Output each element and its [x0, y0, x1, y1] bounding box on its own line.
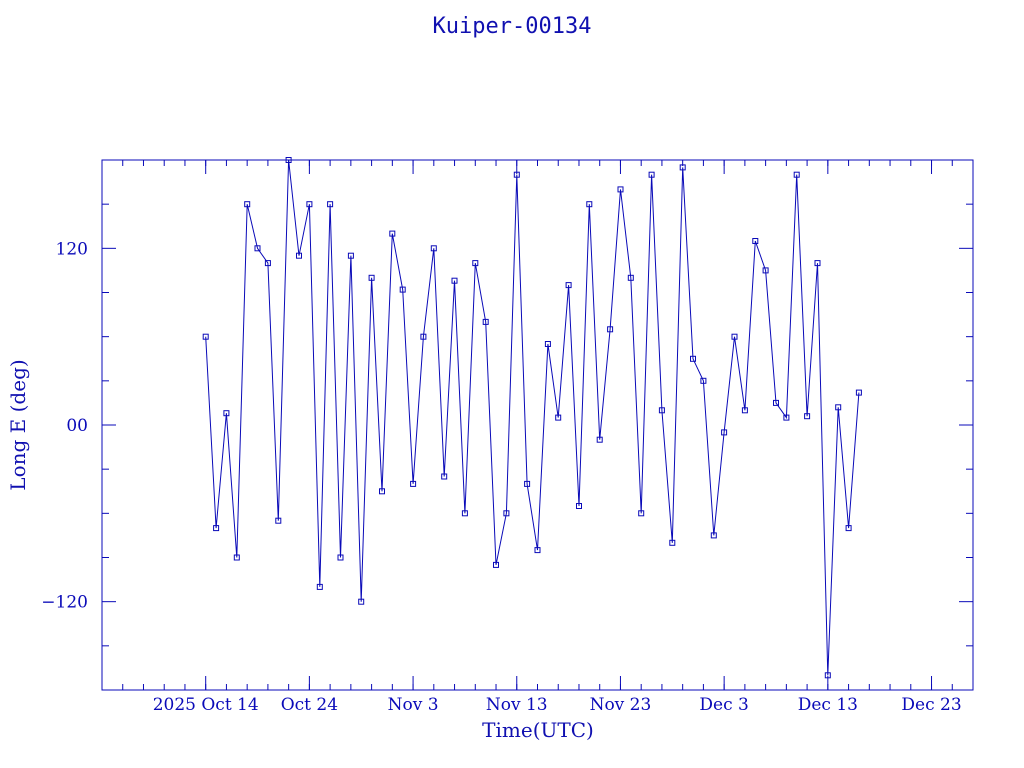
data-point: [607, 326, 614, 333]
data-point: [741, 407, 748, 414]
data-point: [389, 230, 396, 237]
data-point: [244, 201, 251, 208]
data-point: [420, 333, 427, 340]
data-point: [658, 407, 665, 414]
chart-title: Kuiper-00134: [432, 14, 592, 39]
x-tick-label: Nov 23: [590, 695, 652, 715]
data-point: [275, 517, 282, 524]
x-tick-label: Nov 3: [388, 695, 439, 715]
data-point: [524, 480, 531, 487]
data-point: [472, 260, 479, 267]
data-point: [534, 547, 541, 554]
data-point: [845, 525, 852, 532]
data-point: [835, 404, 842, 411]
data-point: [306, 201, 313, 208]
data-point: [233, 554, 240, 561]
data-point: [213, 525, 220, 532]
data-point: [804, 413, 811, 420]
data-point: [254, 245, 261, 252]
data-point: [586, 201, 593, 208]
data-point: [461, 510, 468, 517]
plot-frame: [101, 159, 974, 691]
data-point: [399, 286, 406, 293]
data-point: [638, 510, 645, 517]
data-point: [503, 510, 510, 517]
x-axis-label: Time(UTC): [482, 718, 594, 742]
data-point: [855, 389, 862, 396]
data-point: [627, 274, 634, 281]
data-point: [679, 164, 686, 171]
data-point: [773, 399, 779, 406]
data-point: [617, 186, 624, 193]
data-point: [762, 267, 769, 274]
data-point: [410, 480, 417, 487]
data-point: [264, 260, 271, 267]
data-point: [731, 333, 738, 340]
data-point: [555, 414, 562, 421]
x-tick-label: Dec 23: [901, 695, 961, 715]
data-point: [223, 410, 230, 417]
data-point: [710, 532, 717, 539]
data-point: [648, 171, 655, 178]
data-point: [752, 238, 759, 244]
data-point: [441, 473, 448, 480]
data-point: [669, 539, 676, 546]
data-point: [327, 201, 334, 208]
data-point: [285, 157, 292, 163]
x-tick-label: Dec 13: [798, 695, 858, 715]
series-line: [205, 160, 860, 676]
data-point: [451, 277, 458, 284]
data-point: [296, 252, 302, 259]
data-point: [814, 260, 821, 267]
x-tick-label: 2025 Oct 14: [153, 695, 259, 715]
y-tick-label: −120: [41, 593, 88, 613]
data-point: [202, 333, 209, 340]
data-point: [482, 318, 489, 325]
data-point: [690, 355, 696, 362]
y-axis-label: Long E (deg): [6, 359, 30, 491]
data-point: [596, 436, 603, 443]
x-tick-label: Oct 24: [281, 695, 338, 715]
y-tick-label: 120: [56, 239, 88, 259]
data-point: [565, 282, 572, 289]
y-tick-label: 00: [66, 416, 88, 436]
x-tick-label: Nov 13: [486, 695, 548, 715]
data-point: [783, 414, 790, 421]
data-point: [493, 561, 499, 568]
data-point: [368, 274, 375, 281]
data-point: [576, 503, 582, 509]
data-point: [337, 554, 344, 561]
data-point: [430, 245, 437, 252]
data-point: [824, 672, 831, 679]
x-tick-label: Dec 3: [699, 695, 748, 715]
data-point: [358, 598, 365, 605]
data-point: [544, 341, 551, 347]
data-point: [316, 583, 323, 590]
data-point: [379, 488, 385, 495]
data-point: [700, 377, 707, 384]
data-point: [793, 171, 800, 178]
data-point: [347, 252, 354, 259]
data-point: [513, 171, 520, 178]
data-point: [721, 429, 728, 436]
